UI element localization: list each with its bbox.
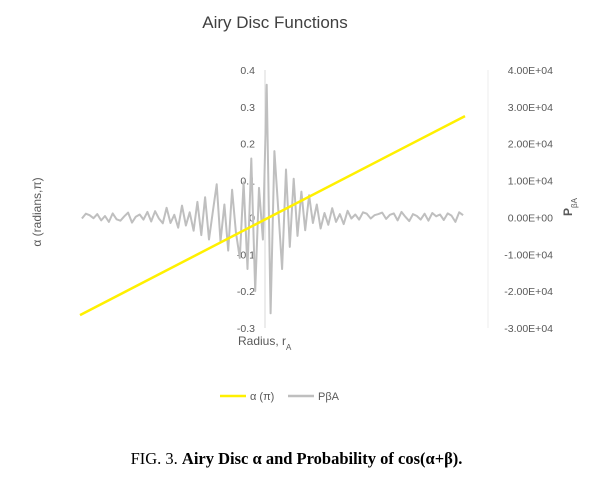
left-y-tick-labels: 0.40.30.20.10-0.1-0.2-0.3 [237,65,255,335]
chart-title: Airy Disc Functions [202,13,347,32]
legend: α (π) PβA [220,391,340,403]
right-y-axis-label-sub: βA [570,197,579,208]
legend-label-pba: PβA [318,391,340,403]
right-tick-label: 2.00E+04 [508,139,553,151]
x-axis-label-sub: A [286,343,292,352]
legend-label-alpha: α (π) [250,391,274,403]
right-tick-label: 1.00E+04 [508,176,553,188]
caption-prefix: FIG. 3. [130,449,178,468]
right-tick-label: 4.00E+04 [508,65,553,77]
right-y-tick-labels: 4.00E+04 3.00E+04 2.00E+04 1.00E+04 0.00E+00… [504,65,553,335]
right-y-axis-label: PβA [561,197,579,216]
left-tick-label: -0.2 [237,286,255,298]
left-y-axis-label: α (radians,π) [30,177,44,246]
left-tick-label: -0.3 [237,323,255,335]
right-tick-label: -1.00E+04 [504,249,553,261]
right-tick-label: -2.00E+04 [504,286,553,298]
right-tick-label: 3.00E+04 [508,102,553,114]
x-axis-label-main: Radius, r [238,334,286,348]
right-tick-label: 0.00E+00 [508,212,553,224]
series-layer [79,83,466,317]
left-tick-label: 0.4 [240,65,255,77]
left-tick-label: 0.2 [240,139,255,151]
x-axis-label: Radius, rA [238,334,292,352]
series-line-alpha [79,114,466,317]
right-y-axis-label-main: P [561,208,575,216]
right-tick-label: -3.00E+04 [504,323,553,335]
figure-caption: FIG. 3. Airy Disc α and Probability of c… [0,449,593,469]
caption-title: Airy Disc α and Probability of cos(α+β). [181,449,463,468]
left-tick-label: 0.3 [240,102,255,114]
series-line-pba [81,83,464,315]
airy-disc-chart: Airy Disc Functions 0.40.30.20.10-0.1-0.… [30,13,579,403]
